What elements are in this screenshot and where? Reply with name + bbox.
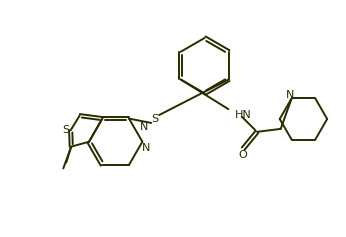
Text: N: N (142, 143, 151, 153)
Text: O: O (239, 150, 247, 160)
Text: S: S (152, 114, 159, 124)
Text: N: N (139, 122, 148, 132)
Text: HN: HN (235, 110, 252, 120)
Text: S: S (62, 125, 69, 135)
Text: N: N (285, 90, 294, 100)
